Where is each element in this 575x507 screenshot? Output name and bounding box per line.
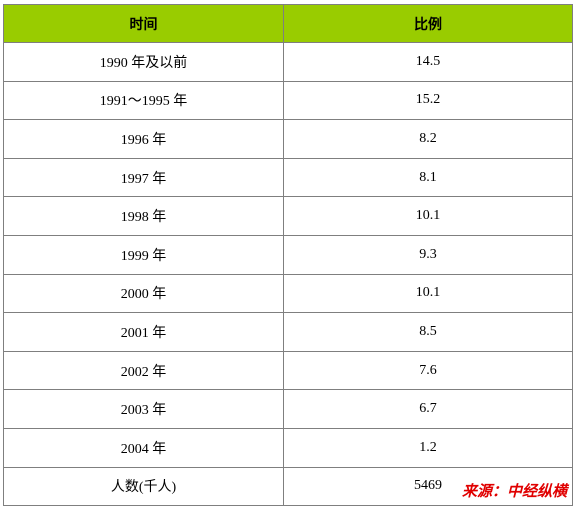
value-cell: 8.5 bbox=[283, 312, 573, 352]
period-cell: 人数(千人) bbox=[3, 466, 284, 507]
header-cell: 时间 bbox=[3, 4, 284, 43]
table-row: 人数(千人) 5469 bbox=[3, 466, 573, 507]
table-row: 1991～1995 年 15.2 bbox=[3, 80, 573, 121]
period-cell: 2002 年 bbox=[3, 350, 284, 391]
value-cell: 6.7 bbox=[283, 389, 573, 429]
data-table: 时间 比例 1990 年及以前 14.5 1991～1995 年 15.2 1996 年… bbox=[3, 4, 573, 507]
table-row: 1996 年 8.2 bbox=[3, 119, 573, 159]
table-row: 2000 年 10.1 bbox=[3, 273, 573, 314]
table-row: 1990 年及以前 14.5 bbox=[3, 42, 573, 82]
table-row: 2003 年 6.7 bbox=[3, 389, 573, 429]
table-header: 时间 比例 bbox=[3, 4, 573, 43]
value-cell: 8.1 bbox=[283, 157, 573, 198]
period-cell: 2003 年 bbox=[3, 389, 284, 429]
value-cell: 14.5 bbox=[283, 42, 573, 82]
period-cell: 1996 年 bbox=[3, 119, 284, 159]
value-cell: 5469 bbox=[283, 466, 573, 507]
period-cell: 2001 年 bbox=[3, 312, 284, 352]
period-cell: 1991～1995 年 bbox=[3, 80, 284, 121]
value-cell: 10.1 bbox=[283, 273, 573, 314]
value-cell: 10.1 bbox=[283, 196, 573, 236]
period-cell: 2000 年 bbox=[3, 273, 284, 314]
period-cell: 2004 年 bbox=[3, 427, 284, 468]
value-cell: 8.2 bbox=[283, 119, 573, 159]
value-cell: 1.2 bbox=[283, 427, 573, 468]
header-cell: 比例 bbox=[283, 4, 573, 43]
table-row: 1997 年 8.1 bbox=[3, 157, 573, 198]
header-row: 时间 比例 bbox=[3, 4, 573, 43]
period-cell: 1990 年及以前 bbox=[3, 42, 284, 82]
period-cell: 1998 年 bbox=[3, 196, 284, 236]
table-row: 2002 年 7.6 bbox=[3, 350, 573, 391]
value-cell: 9.3 bbox=[283, 234, 573, 275]
table-row: 1998 年 10.1 bbox=[3, 196, 573, 236]
table-row: 2004 年 1.2 bbox=[3, 427, 573, 468]
period-cell: 1997 年 bbox=[3, 157, 284, 198]
value-cell: 15.2 bbox=[283, 80, 573, 121]
table-row: 2001 年 8.5 bbox=[3, 312, 573, 352]
table-row: 1999 年 9.3 bbox=[3, 234, 573, 275]
table-body: 1990 年及以前 14.5 1991～1995 年 15.2 1996 年 8.2 199… bbox=[3, 42, 573, 507]
value-cell: 7.6 bbox=[283, 350, 573, 391]
watermark: 来源：中经纵横 bbox=[461, 482, 567, 500]
period-cell: 1999 年 bbox=[3, 234, 284, 275]
